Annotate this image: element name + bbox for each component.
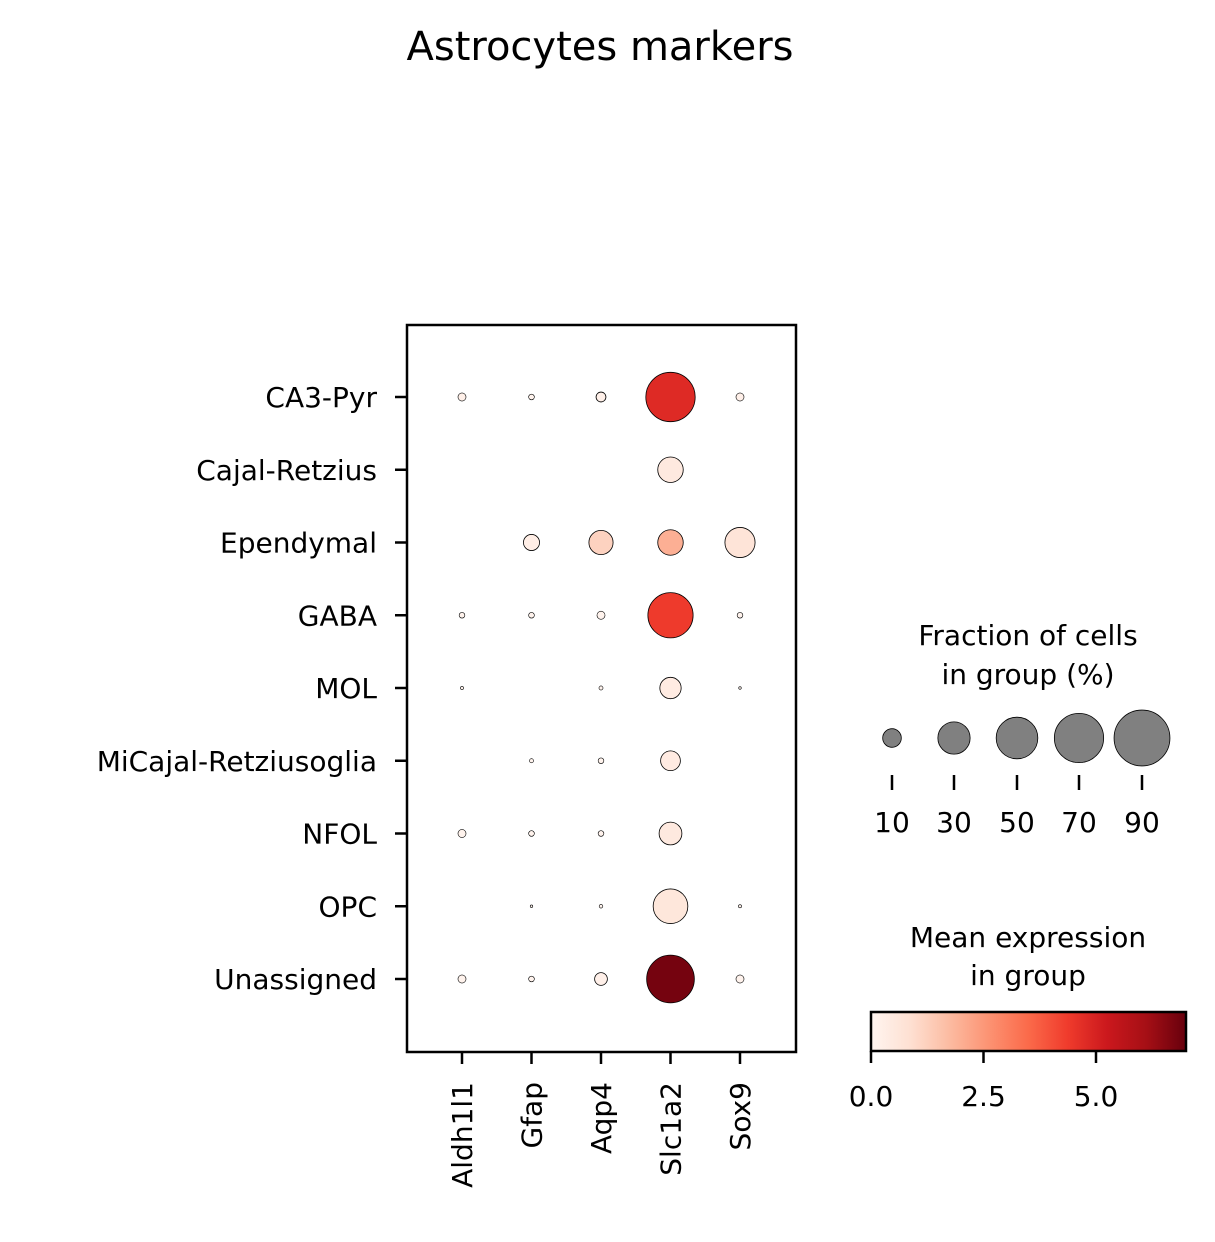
size-legend-dot	[1113, 709, 1171, 767]
size-legend-title: Fraction of cells	[918, 619, 1137, 652]
colorbar-tick-label: 0.0	[849, 1080, 894, 1113]
main-plot-area: CA3-Pyr Cajal-Retzius Ependymal GABA MOL MiCa…	[97, 323, 798, 1188]
x-tick-label: Slc1a2	[655, 1082, 688, 1176]
data-dot	[598, 904, 604, 909]
y-tick-label: NFOL	[302, 818, 377, 851]
x-tick-label: Gfap	[516, 1082, 549, 1149]
color-legend-subtitle: in group	[970, 959, 1086, 992]
data-dot	[598, 685, 604, 691]
size-legend-label: 50	[999, 806, 1035, 839]
data-dot	[647, 592, 694, 639]
data-dot	[738, 904, 742, 909]
size-legend-label: 70	[1061, 806, 1097, 839]
data-dot	[457, 974, 467, 984]
size-legend-label: 90	[1124, 806, 1160, 839]
data-dot	[657, 529, 684, 556]
x-tick-label: Sox9	[724, 1082, 757, 1150]
data-dot	[460, 686, 464, 690]
size-legend-label: 30	[936, 806, 972, 839]
colorbar	[869, 1010, 1188, 1053]
data-dot	[588, 530, 614, 555]
data-dot	[646, 954, 695, 1004]
data-dot	[595, 391, 607, 403]
data-dot	[658, 821, 683, 846]
size-legend-dot	[995, 716, 1039, 760]
y-tick-label: MOL	[315, 672, 377, 705]
color-legend-title: Mean expression	[910, 921, 1146, 954]
data-dot	[523, 534, 540, 551]
data-dot	[528, 393, 535, 401]
data-dot	[735, 392, 745, 402]
data-dot	[660, 750, 681, 772]
data-dot	[528, 830, 535, 837]
size-legend-dot	[882, 728, 902, 748]
data-dot	[457, 829, 467, 838]
data-dot	[529, 758, 534, 764]
y-tick-label: Cajal-Retzius	[196, 454, 377, 487]
data-dot	[738, 686, 742, 690]
chart-title: Astrocytes markers	[406, 24, 794, 70]
data-dot	[645, 371, 696, 423]
data-dot	[735, 974, 745, 984]
data-dot	[528, 975, 535, 983]
data-dot	[652, 888, 689, 924]
data-dot	[724, 527, 756, 558]
x-tick-label: Aldh1l1	[446, 1082, 479, 1188]
data-dot	[528, 612, 535, 619]
colorbar-tick-label: 5.0	[1074, 1080, 1119, 1113]
size-legend-label: 10	[874, 806, 910, 839]
y-tick-label: GABA	[298, 599, 377, 632]
x-tick-label: Aqp4	[585, 1082, 618, 1154]
data-dot	[596, 610, 606, 620]
size-legend: Fraction of cells in group (%) 10 30 50 70 90	[874, 619, 1171, 839]
y-tick-label: OPC	[319, 890, 377, 923]
size-legend-dot	[937, 721, 971, 755]
y-tick-label: CA3-Pyr	[265, 381, 377, 414]
data-dot	[659, 676, 682, 700]
data-dot	[529, 904, 534, 908]
y-tick-label: MiCajal-Retziusoglia	[97, 745, 377, 778]
data-dot	[657, 456, 684, 483]
data-dot	[594, 972, 608, 986]
color-legend: Mean expression in group 0.0 2.5 5.0	[849, 921, 1188, 1113]
colorbar-tick-label: 2.5	[961, 1080, 1006, 1113]
data-dot	[597, 830, 605, 837]
size-legend-subtitle: in group (%)	[941, 658, 1114, 691]
data-dot	[597, 757, 605, 764]
y-tick-label: Unassigned	[214, 963, 377, 996]
data-dot	[458, 612, 466, 619]
size-legend-dot	[1053, 712, 1105, 764]
data-dot	[736, 612, 744, 619]
y-tick-label: Ependymal	[220, 527, 377, 560]
data-dot	[457, 392, 467, 402]
